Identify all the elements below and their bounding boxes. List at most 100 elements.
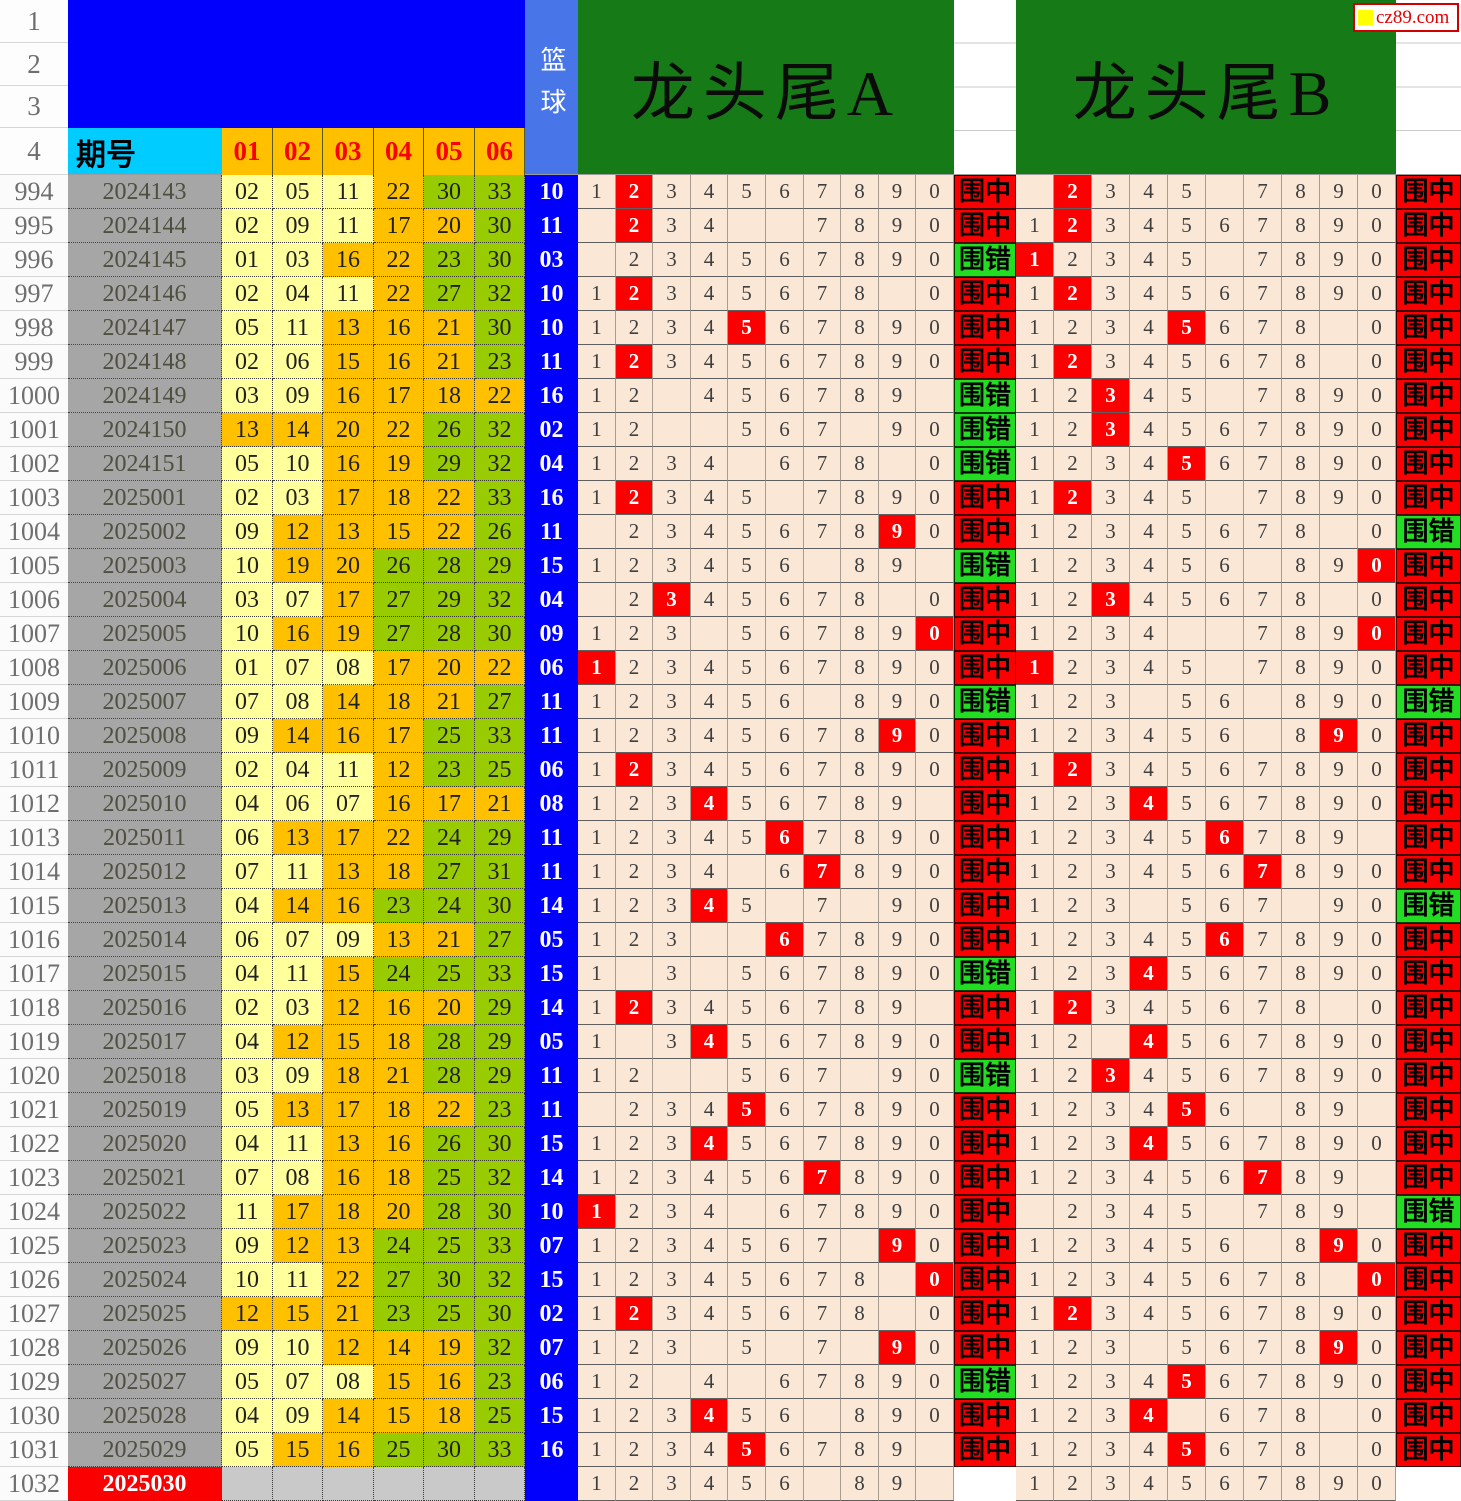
digit-cell-a: 7 xyxy=(804,447,841,481)
digit-cell-a: 9 xyxy=(879,957,916,991)
digit-cell-b: 1 xyxy=(1016,209,1054,243)
cz89-logo[interactable]: cz89.com xyxy=(1353,3,1459,32)
row-number: 1017 xyxy=(0,957,68,991)
digit-cell-a-highlight: 9 xyxy=(879,1229,916,1263)
digit-cell-b: 8 xyxy=(1282,1195,1320,1229)
digit-cell-b: 0 xyxy=(1358,753,1396,787)
digit-cell-a: 9 xyxy=(879,1433,916,1467)
digit-cell-b: 2 xyxy=(1054,379,1092,413)
result-cell-b: 围中 xyxy=(1396,379,1461,413)
digit-cell-a: 3 xyxy=(653,1433,691,1467)
digit-cell-b: 9 xyxy=(1320,923,1358,957)
red-ball-cell: 17 xyxy=(424,787,475,821)
red-ball-cell: 14 xyxy=(323,685,374,719)
digit-cell-a: 0 xyxy=(916,1161,954,1195)
red-ball-cell: 23 xyxy=(374,1297,424,1331)
digit-cell-a: 6 xyxy=(766,957,804,991)
red-ball-cell: 16 xyxy=(374,1127,424,1161)
digit-cell-a xyxy=(841,1059,879,1093)
blue-ball-cell: 15 xyxy=(525,549,578,583)
digit-cell-b: 0 xyxy=(1358,1059,1396,1093)
digit-cell-a: 2 xyxy=(616,1365,653,1399)
digit-cell-a: 5 xyxy=(728,481,766,515)
red-ball-cell: 10 xyxy=(273,1331,323,1365)
period-cell: 2025030 xyxy=(68,1467,222,1501)
digit-cell-b-highlight: 0 xyxy=(1358,617,1396,651)
digit-cell-a xyxy=(766,481,804,515)
red-ball-cell: 07 xyxy=(273,923,323,957)
digit-cell-a: 7 xyxy=(804,923,841,957)
digit-cell-a-highlight: 6 xyxy=(766,923,804,957)
digit-cell-a: 7 xyxy=(804,243,841,277)
blue-ball-cell: 02 xyxy=(525,1297,578,1331)
digit-cell-a: 2 xyxy=(616,1059,653,1093)
period-cell: 2025010 xyxy=(68,787,222,821)
blue-ball-cell: 16 xyxy=(525,481,578,515)
digit-cell-b: 7 xyxy=(1244,515,1282,549)
row-number: 1022 xyxy=(0,1127,68,1161)
red-ball-cell: 03 xyxy=(273,243,323,277)
digit-cell-b xyxy=(1320,345,1358,379)
digit-cell-b: 5 xyxy=(1168,481,1206,515)
digit-cell-b-highlight: 0 xyxy=(1358,549,1396,583)
digit-cell-a: 1 xyxy=(578,277,616,311)
digit-cell-b: 5 xyxy=(1168,719,1206,753)
red-ball-cell: 14 xyxy=(273,413,323,447)
digit-cell-b xyxy=(1244,719,1282,753)
digit-cell-a: 1 xyxy=(578,1025,616,1059)
red-ball-cell: 11 xyxy=(323,209,374,243)
digit-cell-b: 9 xyxy=(1320,1297,1358,1331)
row-number: 1000 xyxy=(0,379,68,413)
digit-cell-b: 1 xyxy=(1016,515,1054,549)
digit-cell-b: 3 xyxy=(1092,787,1130,821)
corner-row-number: 2 xyxy=(0,43,68,86)
red-ball-cell: 13 xyxy=(273,1093,323,1127)
digit-cell-b xyxy=(1358,821,1396,855)
row-number: 1005 xyxy=(0,549,68,583)
digit-cell-a xyxy=(728,447,766,481)
digit-cell-b: 5 xyxy=(1168,413,1206,447)
digit-cell-a: 1 xyxy=(578,991,616,1025)
red-ball-cell: 09 xyxy=(273,1059,323,1093)
digit-cell-b: 7 xyxy=(1244,1195,1282,1229)
digit-cell-a: 7 xyxy=(804,311,841,345)
digit-cell-b: 2 xyxy=(1054,1059,1092,1093)
digit-cell-a: 7 xyxy=(804,345,841,379)
digit-cell-b: 0 xyxy=(1358,379,1396,413)
digit-cell-a: 7 xyxy=(804,719,841,753)
digit-cell-a: 9 xyxy=(879,787,916,821)
digit-cell-a: 6 xyxy=(766,549,804,583)
digit-cell-b: 0 xyxy=(1358,277,1396,311)
digit-cell-a xyxy=(578,209,616,243)
digit-cell-b: 4 xyxy=(1130,1093,1168,1127)
digit-cell-b: 3 xyxy=(1092,1467,1130,1501)
digit-cell-a xyxy=(916,1467,954,1501)
digit-cell-a: 8 xyxy=(841,583,879,617)
row-number: 1026 xyxy=(0,1263,68,1297)
red-ball-cell: 02 xyxy=(222,481,273,515)
digit-cell-a xyxy=(879,447,916,481)
section-a-result-column-top xyxy=(954,0,1016,175)
red-ball-cell: 18 xyxy=(374,1025,424,1059)
digit-cell-b: 4 xyxy=(1130,1467,1168,1501)
red-ball-cell: 13 xyxy=(323,1127,374,1161)
digit-cell-b: 6 xyxy=(1206,345,1244,379)
red-ball-cell: 15 xyxy=(273,1433,323,1467)
digit-cell-a: 9 xyxy=(879,549,916,583)
red-ball-cell: 29 xyxy=(475,821,525,855)
digit-cell-a: 2 xyxy=(616,821,653,855)
digit-cell-b: 6 xyxy=(1206,1161,1244,1195)
digit-cell-b: 3 xyxy=(1092,957,1130,991)
result-cell-b: 围中 xyxy=(1396,175,1461,209)
blue-ball-cell: 14 xyxy=(525,991,578,1025)
red-ball-cell: 29 xyxy=(475,1025,525,1059)
digit-cell-b: 8 xyxy=(1282,1263,1320,1297)
digit-cell-b: 0 xyxy=(1358,1127,1396,1161)
digit-cell-a xyxy=(578,515,616,549)
red-ball-cell: 05 xyxy=(222,1093,273,1127)
digit-cell-b: 8 xyxy=(1282,821,1320,855)
digit-cell-a: 7 xyxy=(804,617,841,651)
digit-cell-a-highlight: 3 xyxy=(653,583,691,617)
red-ball-cell: 27 xyxy=(424,277,475,311)
digit-cell-a: 4 xyxy=(691,209,728,243)
